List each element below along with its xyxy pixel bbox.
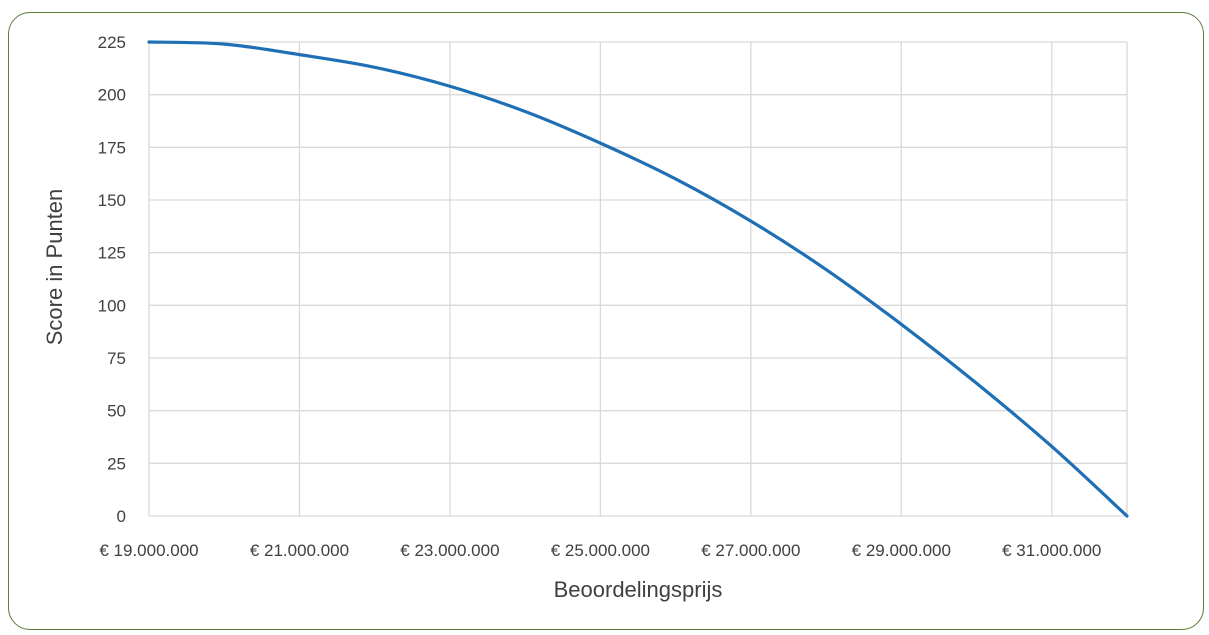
x-tick-label: € 29.000.000 xyxy=(852,541,951,560)
y-tick-label: 100 xyxy=(98,296,126,315)
x-tick-label: € 21.000.000 xyxy=(250,541,349,560)
series-layer xyxy=(147,40,1129,518)
y-tick-label: 175 xyxy=(98,138,126,157)
y-axis-title: Score in Punten xyxy=(42,189,67,346)
y-tick-label: 150 xyxy=(98,191,126,210)
tick-labels: 0 25 50 75 100 125 150 175 200 225 € 19.000.000 € 2… xyxy=(98,33,1102,560)
x-tick-label: € 25.000.000 xyxy=(551,541,650,560)
x-tick-label: € 19.000.000 xyxy=(99,541,198,560)
series-line xyxy=(147,40,1129,518)
x-axis-title: Beoordelingsprijs xyxy=(554,577,723,602)
chart-frame xyxy=(8,12,1204,630)
y-tick-label: 25 xyxy=(107,454,126,473)
y-tick-label: 225 xyxy=(98,33,126,52)
x-tick-label: € 23.000.000 xyxy=(400,541,499,560)
y-tick-label: 50 xyxy=(107,402,126,421)
y-tick-label: 200 xyxy=(98,86,126,105)
x-tick-label: € 27.000.000 xyxy=(701,541,800,560)
x-tick-label: € 31.000.000 xyxy=(1002,541,1101,560)
y-tick-label: 0 xyxy=(117,507,126,526)
y-tick-label: 125 xyxy=(98,244,126,263)
y-tick-label: 75 xyxy=(107,349,126,368)
grid-lines xyxy=(148,41,1128,517)
